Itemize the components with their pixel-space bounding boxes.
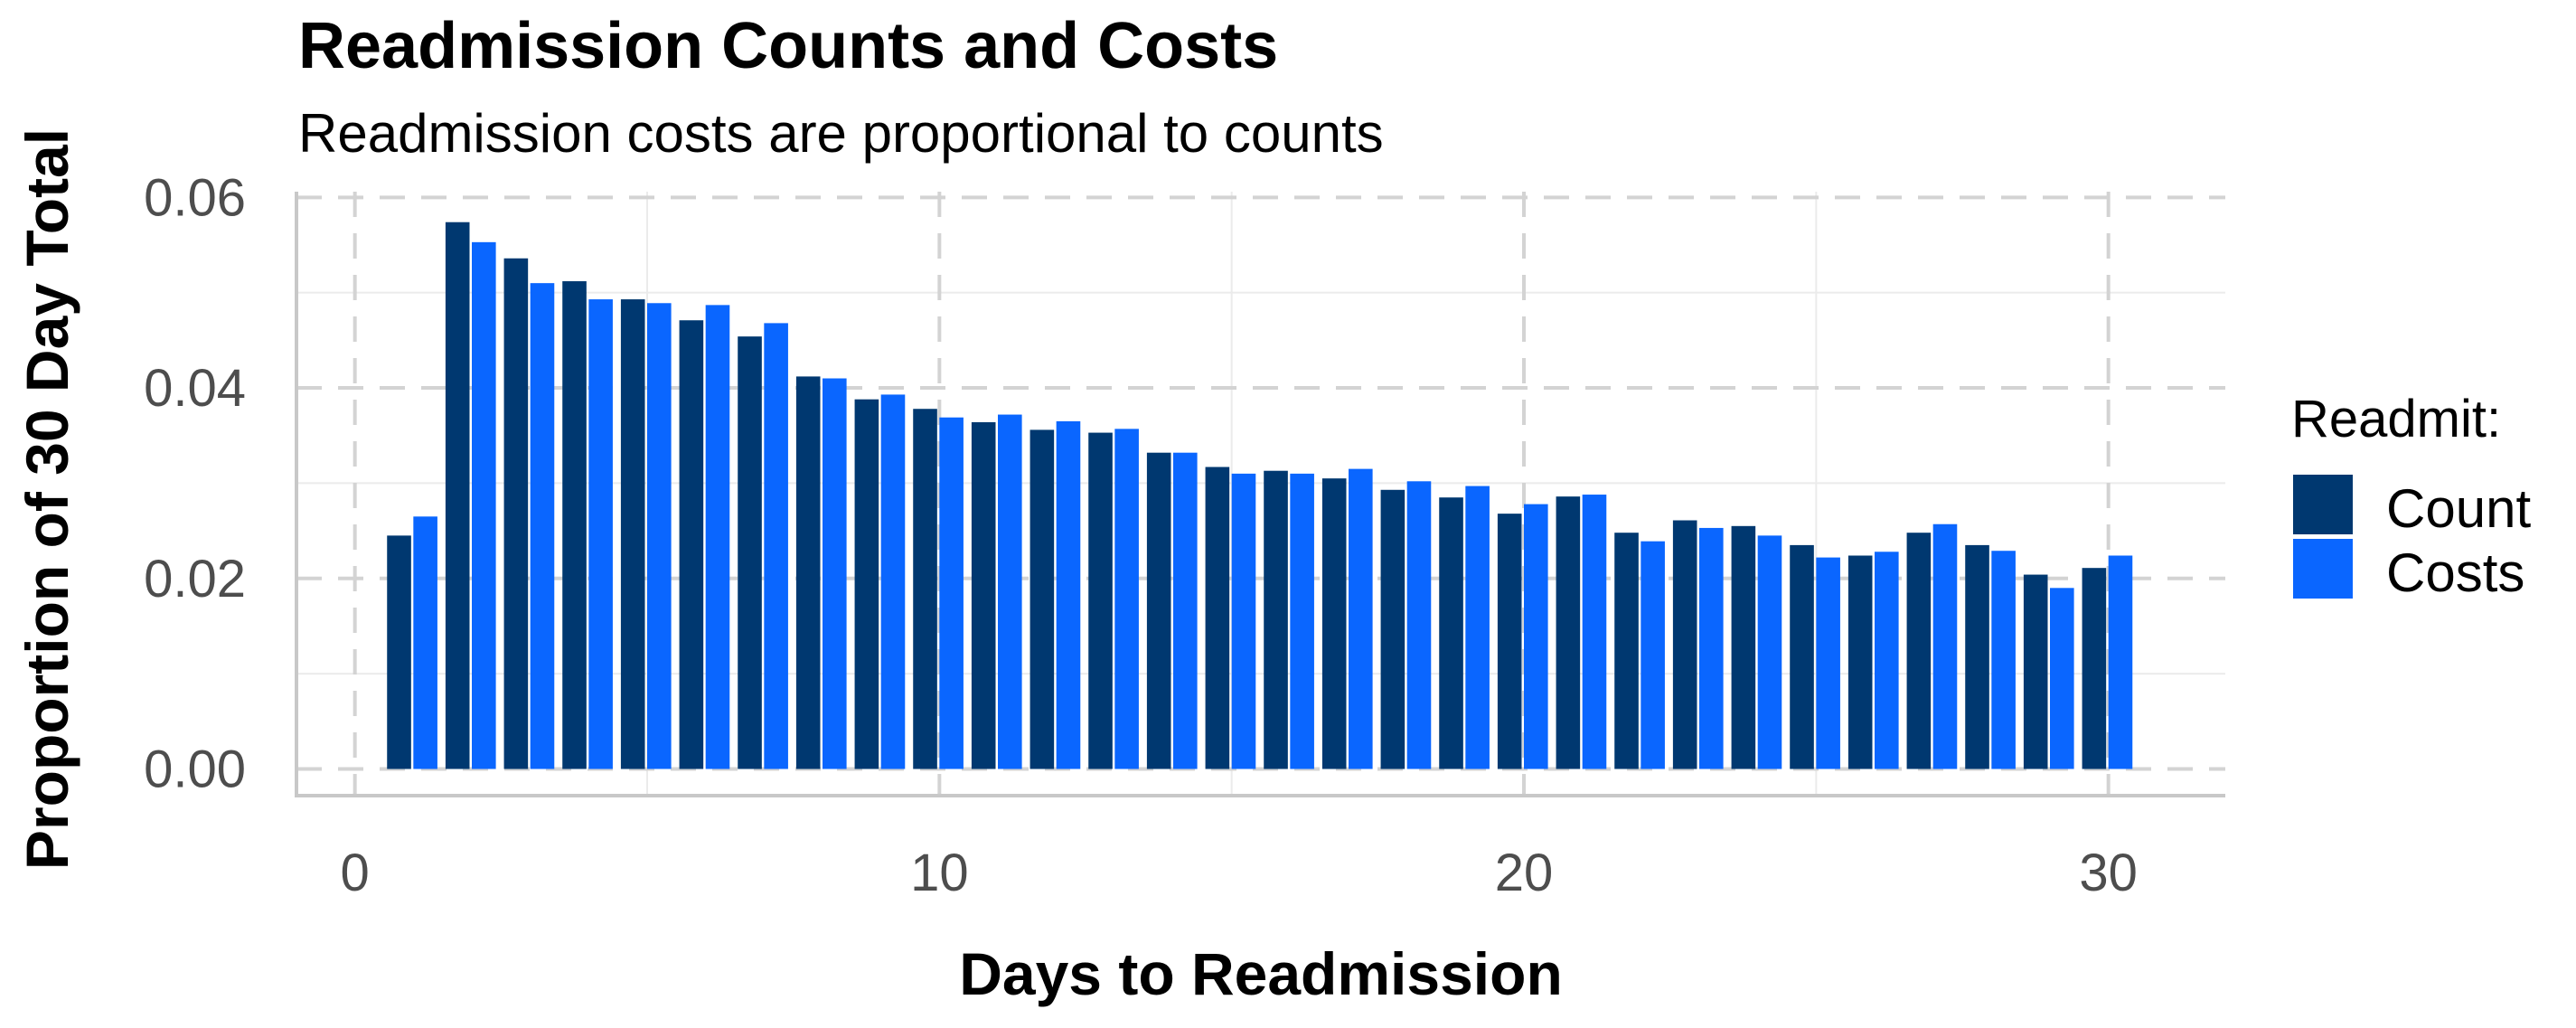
bar-count <box>1146 452 1171 769</box>
bar-costs <box>1757 535 1782 769</box>
bar-costs <box>1991 551 2016 769</box>
bar-count <box>1906 533 1932 769</box>
bar-count <box>1847 555 1873 769</box>
bars <box>387 222 2133 769</box>
bar-count <box>1614 533 1639 769</box>
bar-count <box>971 421 996 769</box>
legend: Readmit: Count Costs <box>2291 390 2531 603</box>
bar-costs <box>823 378 847 769</box>
bar-costs <box>588 299 613 769</box>
legend-title: Readmit: <box>2291 390 2501 448</box>
x-tick-label: 20 <box>1495 844 1554 902</box>
bar-count <box>1321 478 1347 769</box>
bar-count <box>387 535 411 769</box>
bar-count <box>445 222 470 769</box>
bar-count <box>620 299 645 769</box>
bar-costs <box>1231 473 1256 769</box>
bar-count <box>738 336 762 769</box>
bar-costs <box>1582 495 1607 769</box>
legend-swatch-costs <box>2293 539 2353 599</box>
bar-count <box>1497 514 1522 769</box>
bar-count <box>854 399 879 769</box>
bar-costs <box>1349 468 1373 769</box>
bar-costs <box>1641 541 1665 769</box>
bar-costs <box>705 305 730 769</box>
bar-costs <box>2050 588 2074 769</box>
bar-count <box>2082 568 2107 769</box>
bar-costs <box>1290 473 1314 769</box>
bar-count <box>1731 525 1756 769</box>
x-tick-label: 30 <box>2079 844 2138 902</box>
y-axis-label: Proportion of 30 Day Total <box>14 128 80 870</box>
bar-costs <box>1699 527 1724 769</box>
bar-count <box>1790 544 1814 769</box>
bar-costs <box>472 241 496 769</box>
x-tick-labels: 0 10 20 30 <box>341 844 2138 902</box>
bar-count <box>503 258 529 769</box>
bar-costs <box>764 323 788 769</box>
x-tick-label: 10 <box>910 844 969 902</box>
bar-count <box>1380 489 1406 769</box>
bar-costs <box>880 394 906 769</box>
bar-costs <box>1465 486 1490 769</box>
bar-costs <box>1056 420 1081 769</box>
bar-costs <box>1932 523 1958 769</box>
bar-count <box>795 376 821 769</box>
bar-costs <box>1875 552 1899 769</box>
bar-count <box>1264 470 1288 769</box>
minor-gridlines <box>296 192 2225 796</box>
bar-count <box>1205 467 1230 769</box>
legend-label-costs: Costs <box>2386 542 2524 603</box>
y-tick-label: 0.04 <box>144 359 246 418</box>
bar-count <box>1965 544 1989 769</box>
bar-costs <box>1173 452 1198 769</box>
bar-count <box>1439 497 1463 769</box>
chart-subtitle: Readmission costs are proportional to co… <box>298 103 1384 164</box>
bar-costs <box>413 516 437 769</box>
bar-count <box>679 320 704 769</box>
bar-count <box>1029 429 1055 769</box>
bar-costs <box>1524 504 1548 769</box>
bar-costs <box>998 414 1022 769</box>
bar-count <box>562 281 587 769</box>
y-tick-labels: 0.00 0.02 0.04 0.06 <box>144 168 246 798</box>
bar-count <box>1088 432 1113 769</box>
chart-title: Readmission Counts and Costs <box>298 10 1278 82</box>
bar-costs <box>530 283 555 769</box>
y-tick-label: 0.02 <box>144 550 246 608</box>
legend-swatch-count <box>2293 475 2353 534</box>
bar-count <box>1556 496 1581 769</box>
bar-count <box>1672 520 1697 769</box>
bar-costs <box>1406 481 1432 769</box>
bar-count <box>913 409 937 769</box>
bar-costs <box>939 417 964 769</box>
bar-costs <box>647 303 672 769</box>
y-tick-label: 0.00 <box>144 740 246 798</box>
x-tick-label: 0 <box>341 844 370 902</box>
x-axis-label: Days to Readmission <box>959 940 1563 1007</box>
bar-costs <box>1816 557 1840 769</box>
y-tick-label: 0.06 <box>144 168 246 227</box>
legend-label-count: Count <box>2386 478 2531 539</box>
bar-count <box>2023 574 2048 769</box>
bar-costs <box>1114 429 1139 769</box>
bar-costs <box>2108 555 2133 769</box>
